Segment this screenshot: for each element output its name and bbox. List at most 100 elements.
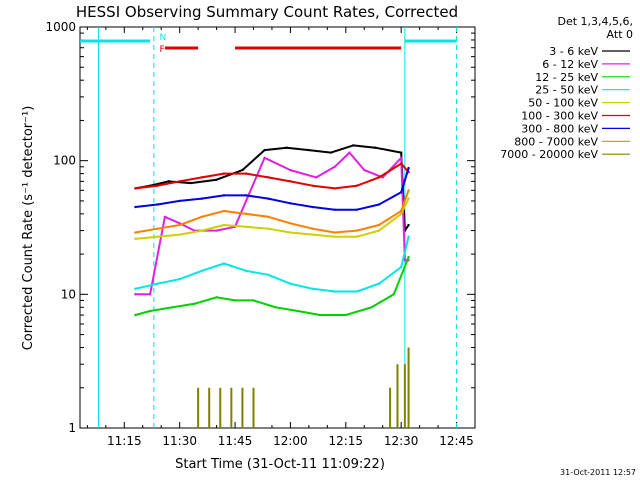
legend-label: 50 - 100 keV <box>528 97 598 110</box>
legend-title-line-1: Det 1,3,4,5,6, <box>557 15 633 28</box>
data-point <box>333 208 336 211</box>
flag-label-f: F <box>160 45 165 55</box>
series-25-50keV <box>134 235 410 293</box>
data-point <box>200 197 204 200</box>
data-point <box>348 151 351 154</box>
data-point <box>178 180 181 183</box>
data-point <box>407 197 410 200</box>
data-point <box>399 265 403 269</box>
data-point <box>311 205 314 209</box>
data-point <box>263 156 266 160</box>
data-point <box>285 146 288 149</box>
data-point <box>333 231 336 234</box>
data-point <box>399 162 403 165</box>
flag-label-n: N <box>160 33 167 43</box>
data-point <box>333 187 336 190</box>
data-point <box>377 282 381 285</box>
series-100-300keV <box>134 162 410 190</box>
series-line <box>135 236 410 293</box>
data-point <box>200 229 204 232</box>
data-point <box>200 269 204 272</box>
data-point <box>241 168 244 172</box>
legend-label: 100 - 300 keV <box>521 110 598 123</box>
data-point <box>134 287 137 291</box>
data-point <box>407 235 410 238</box>
data-point <box>134 205 137 209</box>
x-tick-label: 12:45 <box>439 434 474 448</box>
data-point <box>244 172 248 175</box>
data-point <box>156 203 159 206</box>
data-point <box>167 180 170 183</box>
data-point <box>289 282 292 285</box>
x-tick-label: 12:30 <box>384 434 419 448</box>
data-point <box>215 229 218 232</box>
x-tick-label: 11:45 <box>218 434 253 448</box>
series-6-12keV <box>134 151 410 296</box>
data-point <box>267 273 270 277</box>
data-point <box>222 172 226 175</box>
data-point <box>156 282 159 285</box>
x-tick-label: 11:30 <box>162 434 197 448</box>
data-point <box>333 290 336 293</box>
x-tick-label: 12:15 <box>328 434 363 448</box>
data-point <box>200 215 204 219</box>
data-point <box>355 229 359 232</box>
y-tick-label: 10 <box>61 287 76 301</box>
legend-label: 3 - 6 keV <box>549 45 598 58</box>
data-point <box>274 306 277 309</box>
data-point <box>289 202 292 205</box>
data-point <box>399 209 403 213</box>
data-point <box>200 176 204 179</box>
data-point <box>193 302 196 305</box>
legend-label: 6 - 12 keV <box>542 58 598 71</box>
data-point <box>215 178 218 181</box>
data-point <box>215 296 218 299</box>
data-point <box>392 293 395 296</box>
legend-title-line-2: Att 0 <box>607 28 633 41</box>
data-point <box>370 306 373 309</box>
x-tick-label: 12:00 <box>273 434 308 448</box>
data-point <box>307 148 311 152</box>
data-point <box>189 181 192 185</box>
data-point <box>289 168 292 172</box>
data-point <box>407 166 410 170</box>
data-point <box>355 290 359 293</box>
plot-frame <box>79 26 476 429</box>
legend-label: 800 - 7000 keV <box>514 135 598 148</box>
data-point <box>355 208 359 211</box>
footer-date: 31-Oct-2011 12:57 <box>560 468 636 477</box>
x-tick-label: 11:15 <box>107 434 142 448</box>
data-point <box>315 176 318 179</box>
data-point <box>267 176 270 179</box>
plot-area: 11:15 11:30 11:45 12:00 12:15 12:30 12:45 1 10 10… <box>45 20 476 448</box>
data-point <box>222 223 226 227</box>
legend-label: 300 - 800 keV <box>521 122 598 135</box>
data-point <box>333 235 336 238</box>
series-300-800keV <box>134 166 410 211</box>
data-point <box>156 235 159 238</box>
data-point <box>134 237 137 241</box>
data-point <box>399 191 403 194</box>
data-point <box>296 309 300 313</box>
data-point <box>156 184 159 187</box>
legend-label: 12 - 25 keV <box>535 71 598 84</box>
series-line <box>135 151 409 296</box>
data-point <box>333 165 336 168</box>
data-point <box>244 199 248 203</box>
data-point <box>233 299 237 302</box>
data-point <box>407 223 410 227</box>
data-point <box>399 156 403 160</box>
series-12-25keV <box>134 255 410 317</box>
y-tick-label: 1 <box>68 421 76 435</box>
data-point <box>252 299 255 302</box>
data-point <box>134 313 137 317</box>
chart-title: HESSI Observing Summary Count Rates, Cor… <box>76 3 458 21</box>
data-point <box>289 180 292 183</box>
data-point <box>381 176 384 179</box>
data-point <box>311 184 314 187</box>
data-point <box>355 235 359 238</box>
series-7000-20000keV <box>197 347 410 428</box>
data-point <box>134 231 137 234</box>
data-point <box>289 231 292 234</box>
series-50-100keV <box>134 197 410 241</box>
